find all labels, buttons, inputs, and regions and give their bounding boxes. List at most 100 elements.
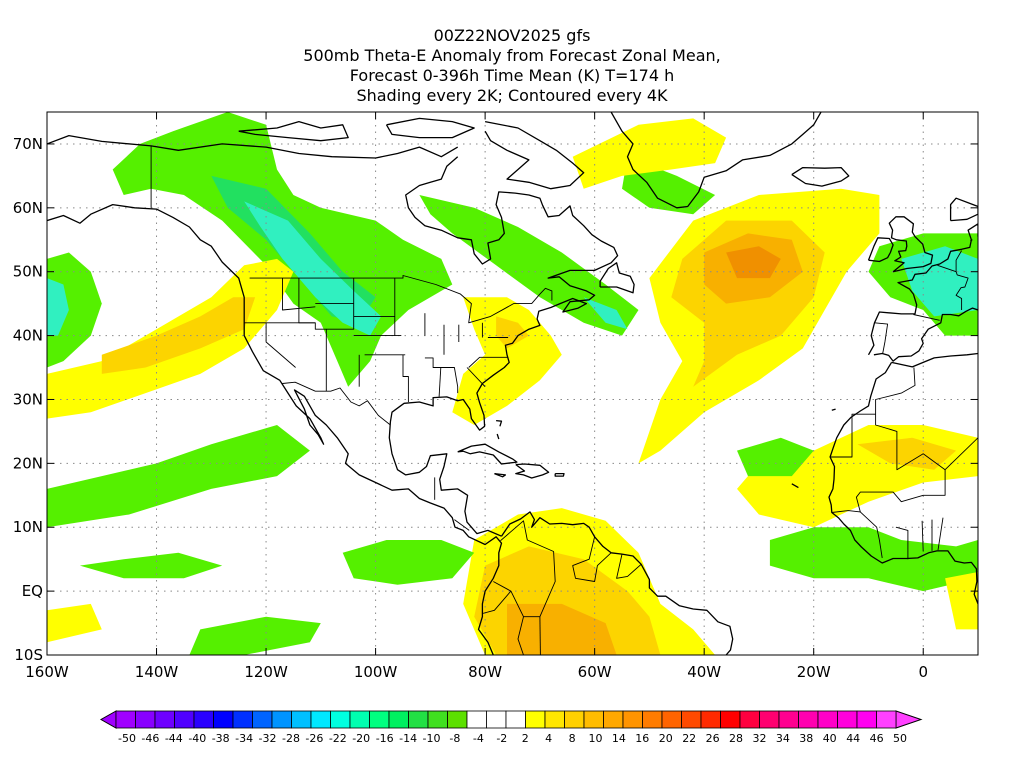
colorbar-label: 32 (753, 732, 767, 745)
title-line-2: 500mb Theta-E Anomaly from Forecast Zona… (303, 46, 721, 65)
colorbar-label: 10 (589, 732, 603, 745)
shade-region-30 (47, 603, 102, 643)
lat-label: 50N (13, 263, 43, 281)
colorbar-label: 20 (659, 732, 673, 745)
shade-region-25 (189, 616, 321, 655)
map-frame (46, 111, 979, 656)
lat-label: 10S (14, 646, 43, 664)
border-29 (921, 520, 924, 552)
colorbar-label: -14 (399, 732, 417, 745)
coastline-24 (791, 483, 799, 489)
colorbar-label: 50 (893, 732, 907, 745)
colorbar-swatch (388, 710, 409, 729)
colorbar-label: 34 (776, 732, 790, 745)
colorbar: -50 -46 -44 -40 -38 -34 -32 -28 -26 -22 -20 -16 -14-… (99, 710, 923, 745)
colorbar-swatch (544, 710, 565, 729)
shade-region-18 (857, 437, 957, 470)
colorbar-swatch (252, 710, 273, 729)
lon-label: 60W (578, 663, 612, 681)
colorbar-swatch (408, 710, 429, 729)
border-39 (482, 590, 512, 614)
border-35 (572, 536, 612, 582)
colorbar-swatch (427, 710, 448, 729)
colorbar-swatch (505, 710, 526, 729)
colorbar-label: -46 (141, 732, 159, 745)
colorbar-label: 26 (706, 732, 720, 745)
lat-label: 70N (13, 135, 43, 153)
shade-region-29 (901, 246, 978, 317)
coastline-0 (47, 134, 459, 159)
colorbar-label: 14 (612, 732, 626, 745)
title-line-3: Forecast 0-396h Time Mean (K) T=174 h (349, 66, 675, 85)
colorbar-swatch (564, 710, 585, 729)
border-36 (616, 554, 642, 579)
colorbar-label: -2 (496, 732, 507, 745)
coastline-2 (388, 156, 619, 537)
lon-label: 40W (687, 663, 721, 681)
colorbar-swatch (174, 710, 195, 729)
border-41 (874, 322, 889, 354)
border-34 (493, 520, 556, 618)
colorbar-label: -10 (423, 732, 441, 745)
colorbar-swatch (330, 710, 351, 729)
colorbar-swatch (700, 710, 721, 729)
coastline-10 (515, 463, 550, 479)
coastline-23 (831, 408, 836, 411)
colorbar-swatch (817, 710, 838, 729)
colorbar-label: -20 (352, 732, 370, 745)
colorbar-swatch (135, 710, 156, 729)
shade-region-1 (47, 278, 69, 336)
shade-region-22 (47, 425, 310, 528)
shade-region-24 (342, 540, 475, 585)
coastline-19 (867, 237, 894, 263)
coastline-4 (238, 120, 349, 142)
lon-label: 20W (797, 663, 831, 681)
colorbar-swatch (642, 710, 663, 729)
lat-label: 40N (13, 327, 43, 345)
colorbar-label: 2 (522, 732, 529, 745)
coastline-14 (496, 433, 500, 440)
shade-region-6 (583, 297, 628, 330)
colorbar-label: -50 (118, 732, 136, 745)
border-27 (859, 511, 883, 558)
colorbar-label: 40 (823, 732, 837, 745)
lat-label: 60N (13, 199, 43, 217)
coastline-3 (599, 262, 635, 294)
coastline-16 (867, 223, 978, 356)
colorbar-swatch (720, 710, 741, 729)
colorbar-label: -34 (235, 732, 253, 745)
colorbar-swatch (193, 710, 214, 729)
colorbar-swatch (622, 710, 643, 729)
border-1 (249, 275, 553, 324)
map-panel (47, 112, 978, 655)
border-31 (937, 517, 944, 551)
lon-label: 80W (468, 663, 502, 681)
border-42 (937, 264, 969, 310)
shade-region-31 (945, 572, 978, 630)
colorbar-swatch (447, 710, 468, 729)
coastline-7 (609, 112, 822, 209)
coastline-1 (47, 203, 503, 655)
colorbar-swatch (837, 710, 858, 729)
colorbar-label: -26 (305, 732, 323, 745)
border-25 (875, 367, 916, 415)
colorbar-label: -28 (282, 732, 300, 745)
colorbar-swatch (115, 710, 136, 729)
border-2 (282, 381, 391, 426)
shade-region-16 (726, 246, 781, 279)
colorbar-label: 38 (799, 732, 813, 745)
border-10 (265, 322, 296, 368)
shade-region-27 (769, 527, 978, 592)
colorbar-label: -32 (259, 732, 277, 745)
coastline-5 (385, 117, 475, 139)
lat-label: 10N (13, 518, 43, 536)
border-43 (955, 250, 962, 272)
border-11 (282, 278, 316, 311)
border-37 (539, 616, 541, 655)
colorbar-swatch (271, 710, 292, 729)
lon-label: 0 (918, 663, 928, 681)
coastlines (47, 112, 978, 655)
colorbar-swatch (310, 710, 331, 729)
coastline-11 (554, 472, 565, 477)
